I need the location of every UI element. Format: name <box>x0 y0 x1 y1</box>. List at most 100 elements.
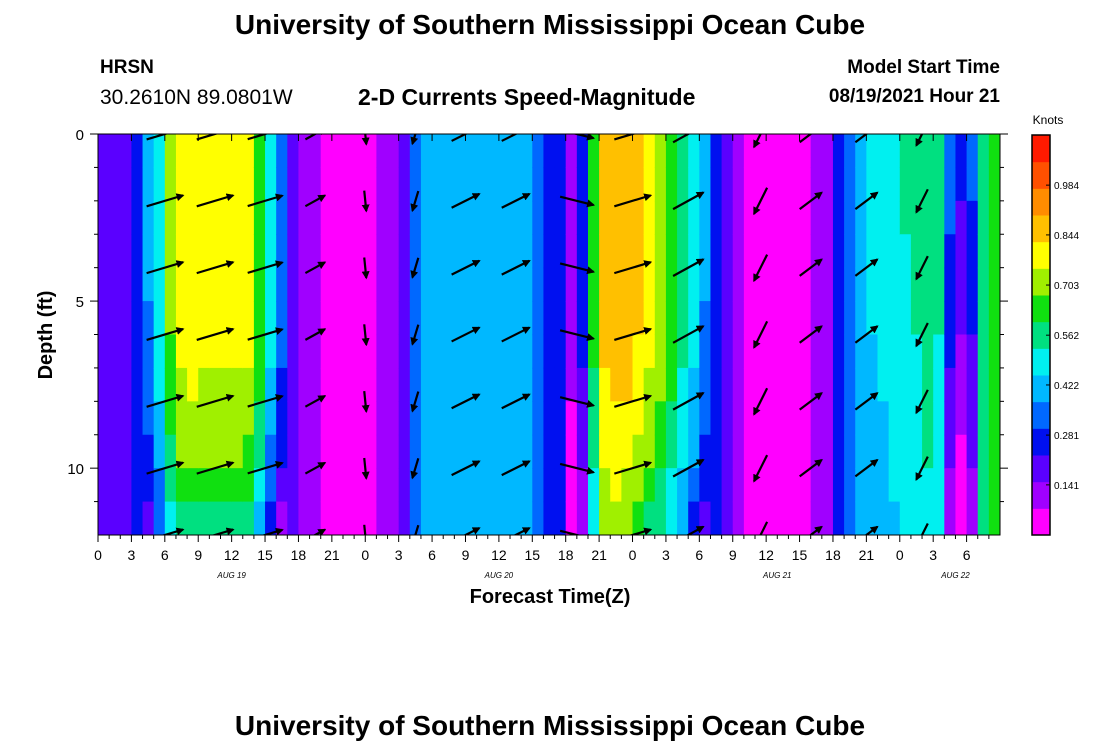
heatmap-cell <box>454 200 467 235</box>
heatmap-cell <box>944 200 957 235</box>
heatmap-cell <box>677 334 689 369</box>
heatmap-cell <box>710 468 723 503</box>
heatmap-cell <box>643 434 656 469</box>
heatmap-cell <box>766 401 778 436</box>
heatmap-cell <box>242 434 255 469</box>
heatmap-cell <box>387 334 400 369</box>
heatmap-cell <box>910 234 923 269</box>
heatmap-cell <box>298 134 311 169</box>
heatmap-cell <box>788 301 801 336</box>
heatmap-cell <box>309 234 322 269</box>
heatmap-cell <box>766 501 778 535</box>
heatmap-cell <box>944 401 957 436</box>
heatmap-cell <box>487 367 500 402</box>
heatmap-cell <box>309 501 322 535</box>
heatmap-cell <box>521 367 533 402</box>
heatmap-cell <box>576 334 589 369</box>
heatmap-cell <box>877 200 890 235</box>
heatmap-cell <box>365 134 377 169</box>
heatmap-cell <box>665 267 678 302</box>
heatmap-cell <box>721 468 734 503</box>
heatmap-cell <box>342 301 355 336</box>
heatmap-cell <box>654 234 667 269</box>
heatmap-cell <box>276 367 288 402</box>
heatmap-cell <box>576 134 589 169</box>
current-arrow <box>854 459 879 478</box>
heatmap-cell <box>387 401 400 436</box>
heatmap-cell <box>821 468 834 503</box>
heatmap-cell <box>498 267 511 302</box>
heatmap-cell <box>632 334 645 369</box>
heatmap-cell <box>610 134 622 169</box>
heatmap-cell <box>342 434 355 469</box>
heatmap-cell <box>142 334 155 369</box>
heatmap-cell <box>365 267 377 302</box>
heatmap-cell <box>131 234 144 269</box>
current-arrow <box>614 260 653 275</box>
heatmap-cell <box>454 501 467 535</box>
heatmap-cell <box>443 434 455 469</box>
heatmap-cell <box>465 367 478 402</box>
heatmap-cell <box>409 401 422 436</box>
heatmap-cell <box>777 234 790 269</box>
x-tick-label: 3 <box>662 547 670 563</box>
heatmap-cell <box>287 200 300 235</box>
heatmap-cell <box>443 134 455 169</box>
heatmap-cell <box>543 134 556 169</box>
heatmap-cell <box>521 301 533 336</box>
heatmap-cell <box>543 200 556 235</box>
heatmap-cell <box>721 401 734 436</box>
heatmap-cell <box>910 267 923 302</box>
heatmap-cell <box>888 134 901 169</box>
x-day-label: AUG 20 <box>484 571 514 580</box>
colorbar-segment <box>1032 401 1050 429</box>
current-arrow <box>854 134 869 144</box>
heatmap-cell <box>699 134 712 169</box>
heatmap-cell <box>354 267 366 302</box>
station-name: HRSN <box>100 57 154 78</box>
heatmap-cell <box>131 434 144 469</box>
heatmap-cell <box>276 401 288 436</box>
heatmap-cell <box>888 200 901 235</box>
colorbar-tick-label: 0.562 <box>1054 331 1079 342</box>
heatmap-cell <box>342 401 355 436</box>
heatmap-cell <box>354 367 366 402</box>
heatmap-cell <box>309 367 322 402</box>
heatmap-cell <box>443 267 455 302</box>
heatmap-cell <box>354 134 366 169</box>
heatmap-cell <box>387 301 400 336</box>
heatmap-cell <box>554 501 567 535</box>
heatmap-cell <box>955 200 968 235</box>
heatmap-cell <box>521 401 533 436</box>
heatmap-cell <box>120 234 133 269</box>
heatmap-cell <box>153 468 166 503</box>
heatmap-cell <box>532 367 545 402</box>
heatmap-cell <box>354 167 366 202</box>
heatmap-cell <box>487 501 500 535</box>
heatmap-cell <box>487 167 500 202</box>
heatmap-cell <box>710 234 723 269</box>
heatmap-cell <box>398 401 411 436</box>
heatmap-cell <box>498 401 511 436</box>
current-arrow <box>361 190 370 213</box>
heatmap-cell <box>576 234 589 269</box>
heatmap-cell <box>565 301 578 336</box>
heatmap-cell <box>320 468 333 503</box>
heatmap-cell <box>554 267 567 302</box>
heatmap-cell <box>844 301 856 336</box>
heatmap-cell <box>766 234 778 269</box>
heatmap-cell <box>565 167 578 202</box>
heatmap-cell <box>354 434 366 469</box>
heatmap-cell <box>153 401 166 436</box>
heatmap-cell <box>877 134 890 169</box>
heatmap-cell <box>142 167 155 202</box>
heatmap-cell <box>376 334 389 369</box>
heatmap-cell <box>855 334 867 369</box>
heatmap-cell <box>365 234 377 269</box>
heatmap-cell <box>109 301 121 336</box>
heatmap-cell <box>253 267 266 302</box>
heatmap-cell <box>899 367 912 402</box>
heatmap-cell <box>788 267 801 302</box>
heatmap-cell <box>465 234 478 269</box>
heatmap-cell <box>799 501 812 535</box>
